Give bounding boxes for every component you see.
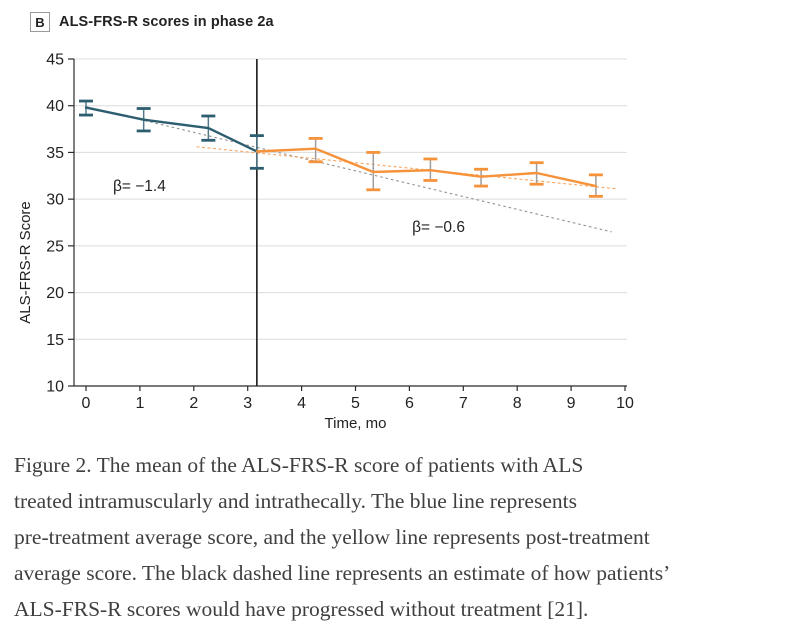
y-tick-label: 35 bbox=[46, 145, 64, 162]
y-axis-title: ALS-FRS-R Score bbox=[17, 201, 34, 324]
y-tick-label: 25 bbox=[46, 238, 64, 255]
x-tick-label: 5 bbox=[351, 395, 360, 412]
panel-label-b: B bbox=[30, 12, 50, 32]
x-tick-label: 7 bbox=[459, 395, 468, 412]
y-tick-label: 10 bbox=[46, 379, 64, 396]
panel-title: ALS-FRS-R scores in phase 2a bbox=[59, 14, 274, 30]
caption-line: treated intramuscularly and intrathecall… bbox=[14, 489, 577, 513]
y-tick-label: 20 bbox=[46, 285, 64, 302]
x-tick-label: 2 bbox=[189, 395, 198, 412]
caption-line: Figure 2. The mean of the ALS-FRS-R scor… bbox=[14, 453, 584, 477]
caption-line: average score. The black dashed line rep… bbox=[14, 561, 671, 585]
x-tick-label: 0 bbox=[82, 395, 91, 412]
y-tick-label: 45 bbox=[46, 52, 64, 69]
x-axis-title: Time, mo bbox=[325, 415, 387, 432]
trend-line-no-treatment-estimate bbox=[85, 106, 612, 233]
beta-annotation: β= −0.6 bbox=[412, 219, 465, 236]
x-tick-label: 3 bbox=[243, 395, 252, 412]
beta-annotation: β= −1.4 bbox=[113, 178, 166, 195]
x-tick-label: 4 bbox=[297, 395, 306, 412]
series-line-post-treatment-mean bbox=[255, 147, 598, 188]
y-tick-label: 30 bbox=[46, 192, 64, 209]
x-tick-label: 10 bbox=[616, 395, 634, 412]
y-tick-label: 40 bbox=[46, 98, 64, 115]
trend-line-post-treatment-fit bbox=[196, 146, 617, 190]
caption-line: ALS-FRS-R scores would have progressed w… bbox=[14, 597, 589, 621]
series-line-pre-treatment-mean bbox=[84, 106, 259, 153]
x-tick-label: 1 bbox=[135, 395, 144, 412]
caption-line: pre-treatment average score, and the yel… bbox=[14, 525, 650, 549]
y-tick-label: 15 bbox=[46, 332, 64, 349]
panel-header: B ALS-FRS-R scores in phase 2a bbox=[30, 12, 274, 32]
x-tick-label: 9 bbox=[567, 395, 576, 412]
x-tick-label: 8 bbox=[513, 395, 522, 412]
figure-caption: Figure 2. The mean of the ALS-FRS-R scor… bbox=[14, 447, 806, 627]
x-tick-label: 6 bbox=[405, 395, 414, 412]
